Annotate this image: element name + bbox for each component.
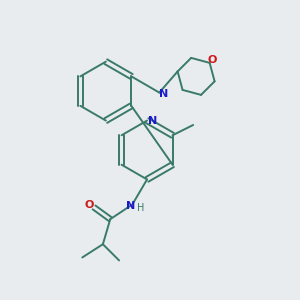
Text: N: N: [126, 201, 136, 211]
Text: H: H: [137, 203, 144, 213]
Text: N: N: [148, 116, 157, 126]
Text: N: N: [159, 89, 168, 99]
Text: O: O: [84, 200, 93, 210]
Text: O: O: [208, 55, 217, 65]
